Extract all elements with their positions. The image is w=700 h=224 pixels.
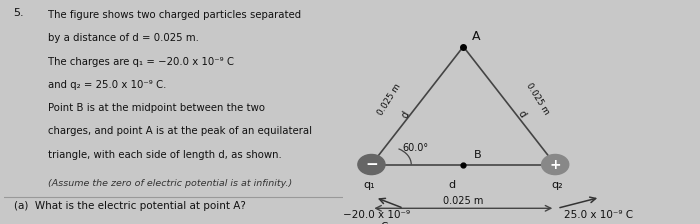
Text: Point B is at the midpoint between the two: Point B is at the midpoint between the t… bbox=[48, 103, 265, 113]
Text: 0.025 m: 0.025 m bbox=[376, 82, 402, 117]
Text: B: B bbox=[475, 151, 482, 160]
Text: d: d bbox=[449, 180, 456, 190]
Text: d: d bbox=[400, 109, 411, 120]
Text: A: A bbox=[472, 30, 481, 43]
Text: (Assume the zero of electric potential is at infinity.): (Assume the zero of electric potential i… bbox=[48, 179, 292, 187]
Text: d: d bbox=[515, 109, 527, 120]
Text: 0.025 m: 0.025 m bbox=[524, 82, 551, 117]
Text: C: C bbox=[381, 222, 388, 224]
Circle shape bbox=[358, 155, 385, 174]
Text: q₂: q₂ bbox=[552, 180, 564, 190]
Text: charges, and point A is at the peak of an equilateral: charges, and point A is at the peak of a… bbox=[48, 126, 312, 136]
Text: +: + bbox=[550, 157, 561, 172]
Text: 25.0 x 10⁻⁹ C: 25.0 x 10⁻⁹ C bbox=[564, 210, 634, 220]
Text: −20.0 x 10⁻⁹: −20.0 x 10⁻⁹ bbox=[343, 210, 410, 220]
Text: 0.025 m: 0.025 m bbox=[443, 196, 484, 206]
Text: triangle, with each side of length d, as shown.: triangle, with each side of length d, as… bbox=[48, 150, 281, 160]
Text: 60.0°: 60.0° bbox=[402, 143, 428, 153]
Text: q₁: q₁ bbox=[363, 180, 375, 190]
Text: (a)  What is the electric potential at point A?: (a) What is the electric potential at po… bbox=[14, 201, 246, 211]
Text: The figure shows two charged particles separated: The figure shows two charged particles s… bbox=[48, 10, 301, 20]
Text: −: − bbox=[365, 157, 378, 172]
Text: The charges are q₁ = −20.0 x 10⁻⁹ C: The charges are q₁ = −20.0 x 10⁻⁹ C bbox=[48, 56, 234, 67]
Circle shape bbox=[542, 155, 568, 174]
Text: 5.: 5. bbox=[14, 8, 24, 18]
Text: by a distance of d = 0.025 m.: by a distance of d = 0.025 m. bbox=[48, 33, 199, 43]
Text: and q₂ = 25.0 x 10⁻⁹ C.: and q₂ = 25.0 x 10⁻⁹ C. bbox=[48, 80, 166, 90]
